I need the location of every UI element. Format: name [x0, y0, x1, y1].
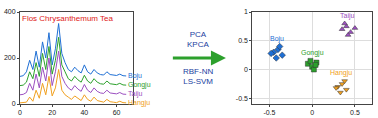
- svg-text:Boju: Boju: [270, 35, 284, 43]
- svg-text:Hangju: Hangju: [330, 69, 352, 77]
- svg-text:RBF-NNLS-SVM: RBF-NNLS-SVM: [183, 67, 213, 86]
- svg-text:200: 200: [4, 54, 16, 61]
- svg-text:Gongju: Gongju: [301, 49, 324, 57]
- svg-text:Taiju: Taiju: [128, 90, 143, 98]
- svg-text:0: 0: [244, 66, 248, 73]
- svg-text:-0.5: -0.5: [236, 95, 248, 102]
- svg-text:60: 60: [113, 109, 121, 116]
- svg-text:20: 20: [48, 109, 56, 116]
- svg-text:40: 40: [80, 109, 88, 116]
- svg-text:Flos Chrysanthemum Tea: Flos Chrysanthemum Tea: [22, 14, 114, 23]
- svg-text:-0.5: -0.5: [263, 109, 275, 116]
- svg-text:400: 400: [4, 8, 16, 15]
- svg-text:Gongju: Gongju: [128, 81, 151, 89]
- svg-text:Hangju: Hangju: [128, 99, 150, 107]
- svg-text:0: 0: [12, 100, 16, 107]
- svg-text:1: 1: [244, 8, 248, 15]
- svg-text:Boju: Boju: [128, 72, 142, 80]
- svg-text:0.5: 0.5: [350, 109, 360, 116]
- svg-text:Taiju: Taiju: [340, 12, 355, 20]
- svg-text:0: 0: [18, 109, 22, 116]
- svg-text:0: 0: [310, 109, 314, 116]
- svg-text:0.5: 0.5: [238, 37, 248, 44]
- svg-text:PCAKPCA: PCAKPCA: [187, 30, 209, 49]
